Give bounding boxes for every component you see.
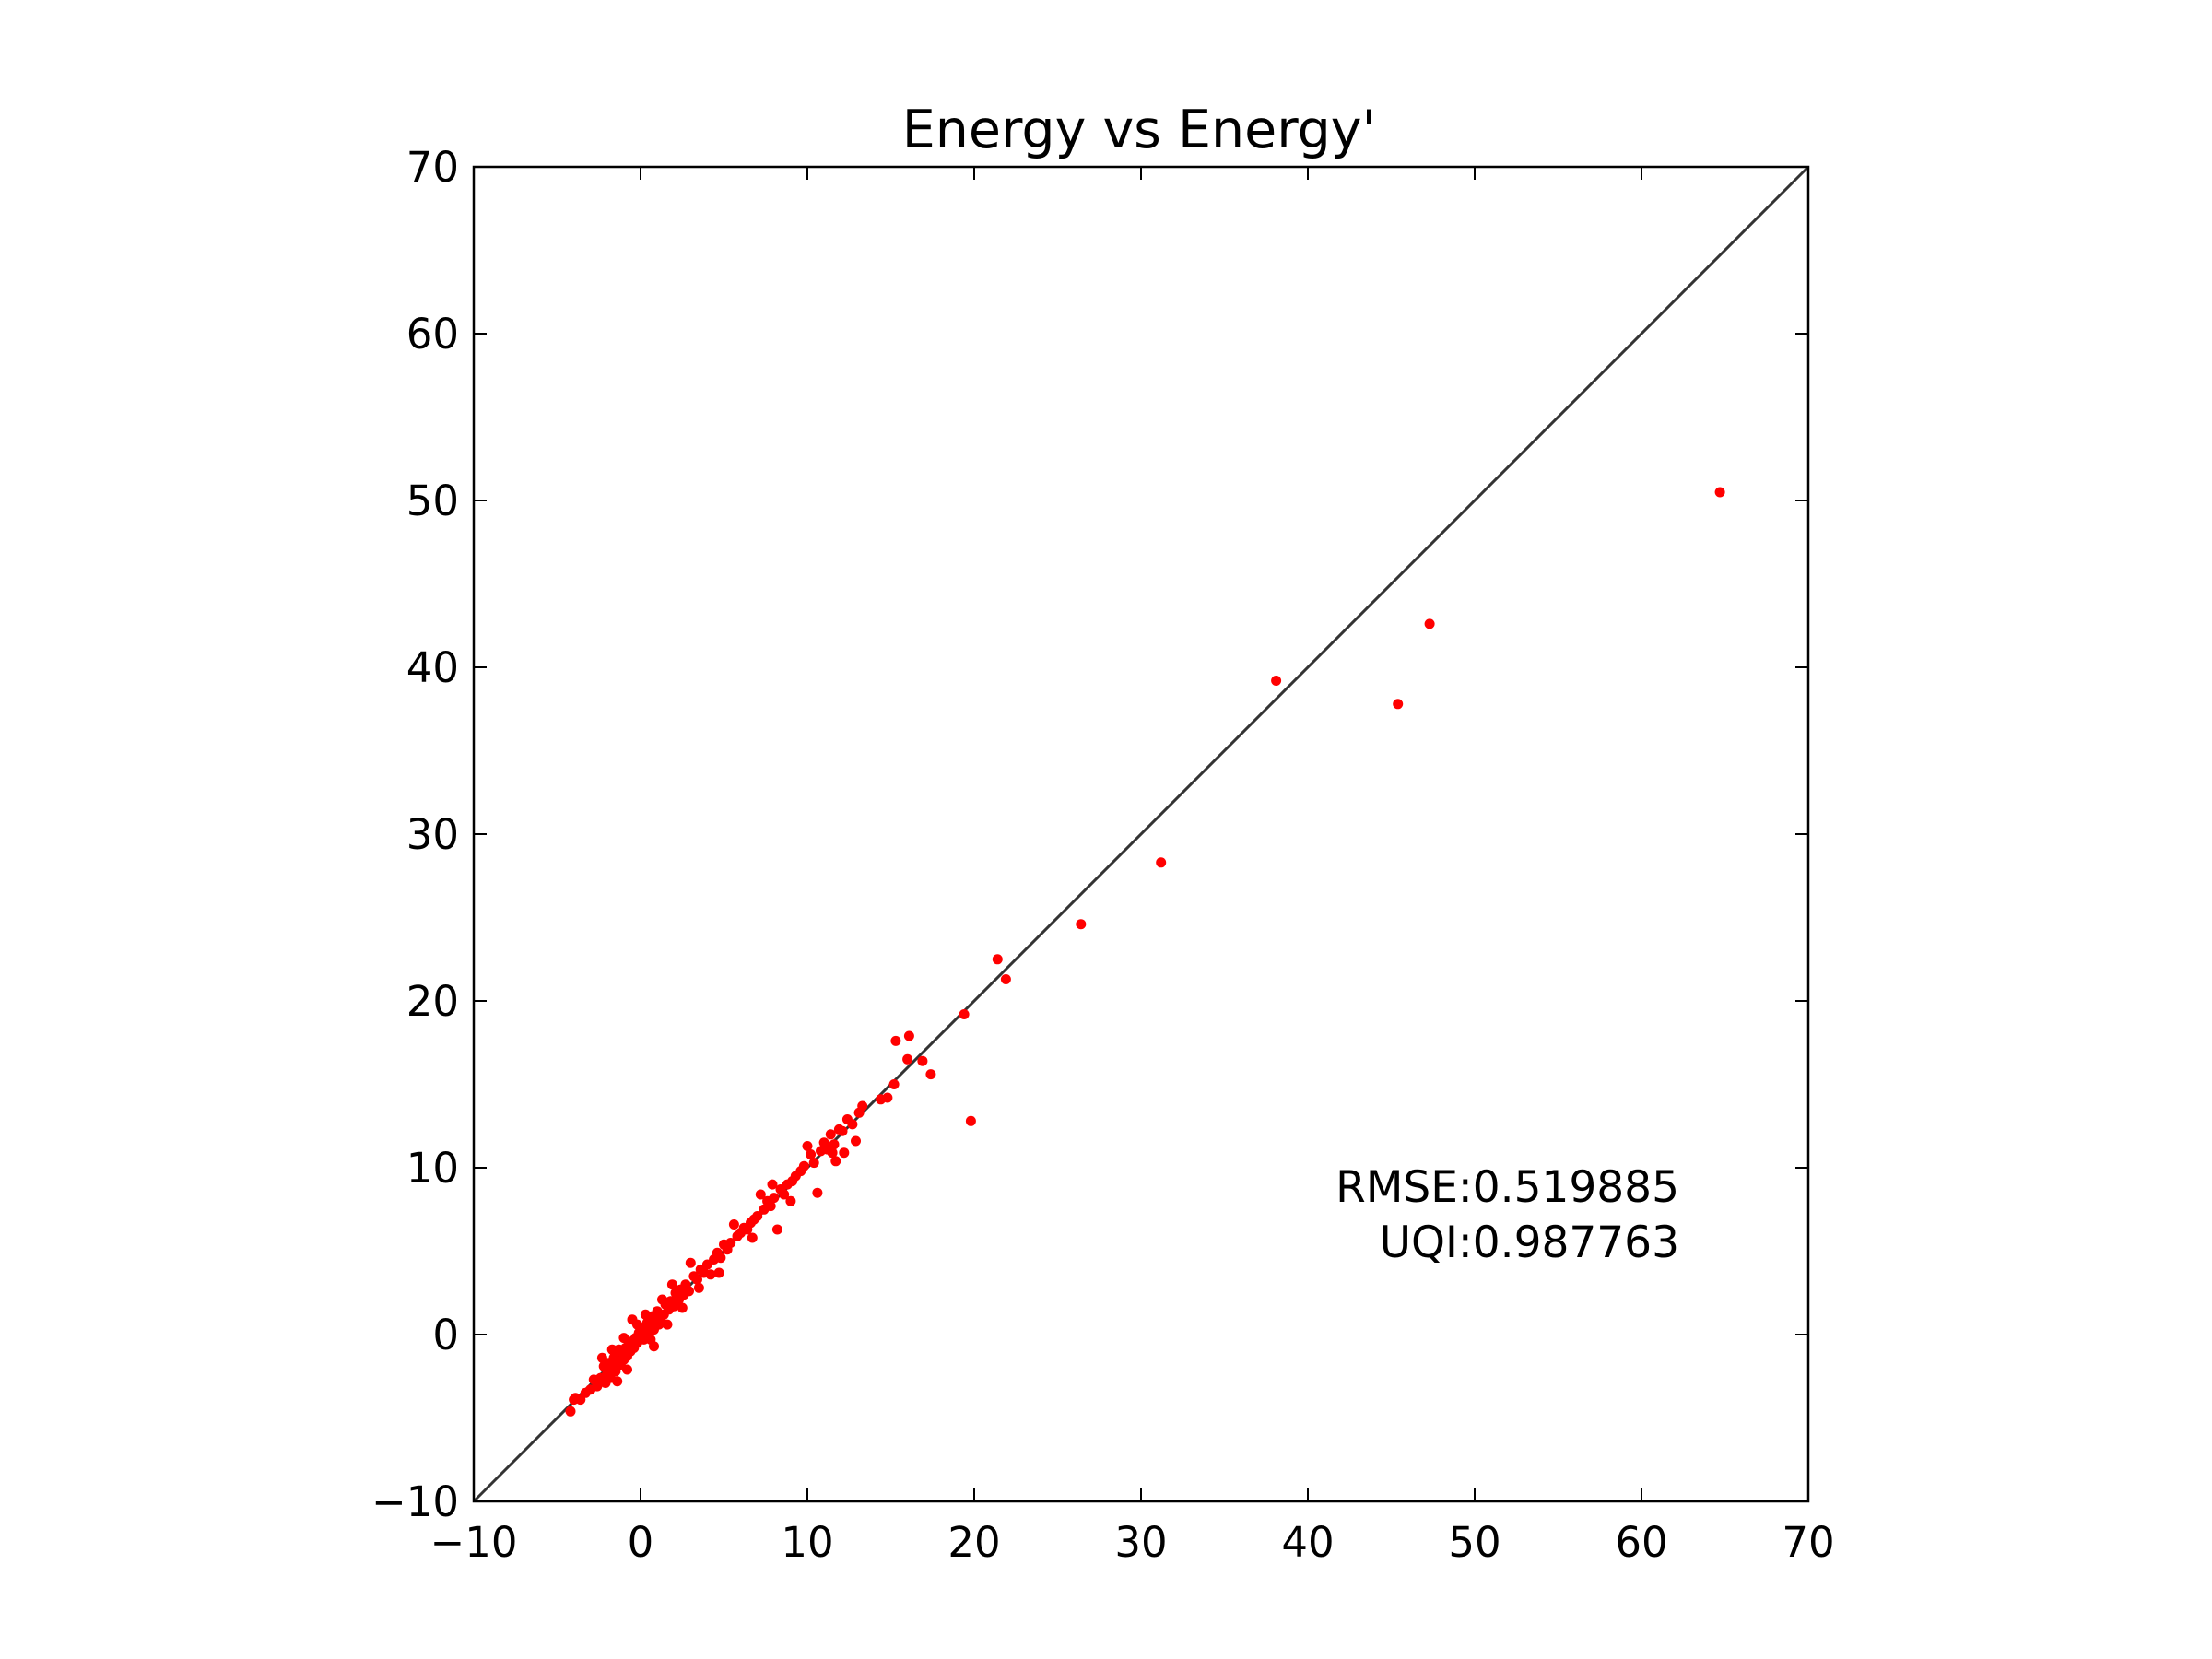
data-point xyxy=(565,1406,576,1417)
data-point xyxy=(903,1030,914,1041)
data-point xyxy=(747,1232,758,1243)
x-tick-label: 40 xyxy=(1281,1518,1334,1567)
x-tick-label: 30 xyxy=(1114,1518,1167,1567)
data-point xyxy=(685,1257,696,1268)
x-tick-label: 50 xyxy=(1448,1518,1500,1567)
data-point xyxy=(1156,857,1167,868)
data-point xyxy=(728,1219,739,1230)
data-point xyxy=(645,1334,656,1345)
y-tick-label: 10 xyxy=(406,1144,459,1193)
x-tick-label: 20 xyxy=(947,1518,1000,1567)
data-point xyxy=(771,1224,782,1235)
data-point xyxy=(1000,974,1011,984)
data-point xyxy=(622,1364,632,1375)
data-point xyxy=(1076,919,1087,930)
data-point xyxy=(688,1271,700,1282)
data-point xyxy=(839,1147,850,1159)
data-point xyxy=(902,1053,913,1065)
data-point xyxy=(818,1137,830,1148)
data-point xyxy=(719,1239,729,1250)
data-point xyxy=(677,1302,688,1313)
data-point xyxy=(640,1309,651,1320)
data-point xyxy=(853,1107,865,1118)
data-point xyxy=(830,1156,841,1167)
data-point xyxy=(876,1094,887,1105)
y-tick-label: −10 xyxy=(371,1477,459,1526)
y-tick-label: 70 xyxy=(406,143,459,192)
x-tick-label: 60 xyxy=(1615,1518,1667,1567)
data-point xyxy=(890,1035,901,1046)
y-tick-label: 40 xyxy=(406,643,459,692)
data-point xyxy=(693,1282,704,1293)
data-point xyxy=(1271,676,1282,686)
data-point xyxy=(775,1184,786,1194)
data-point xyxy=(888,1079,900,1089)
data-point xyxy=(657,1294,667,1305)
data-point xyxy=(833,1124,844,1135)
rmse-annotation: RMSE:0.519885 xyxy=(1335,1162,1679,1213)
data-point xyxy=(596,1352,607,1363)
data-point xyxy=(762,1195,773,1206)
data-point xyxy=(806,1149,817,1159)
data-point xyxy=(732,1230,743,1241)
data-point xyxy=(841,1114,853,1124)
chart-title: Energy vs Energy' xyxy=(902,100,1376,160)
plot-area: −10 0 10 20 30 40 50 60 70 −10 0 10 20 30 40 50 60 70 xyxy=(371,143,1835,1567)
data-point xyxy=(816,1146,826,1157)
data-point xyxy=(612,1376,623,1387)
y-tick-label: 30 xyxy=(406,810,459,859)
x-tick-label: 10 xyxy=(781,1518,833,1567)
data-point xyxy=(713,1267,724,1278)
data-point xyxy=(618,1333,629,1344)
data-point xyxy=(598,1360,609,1371)
data-point xyxy=(606,1344,618,1355)
data-point xyxy=(569,1394,580,1406)
x-tick-label: −10 xyxy=(430,1518,518,1567)
data-point xyxy=(825,1129,836,1140)
data-point xyxy=(851,1135,861,1147)
data-point xyxy=(959,1009,970,1019)
data-point xyxy=(808,1158,819,1169)
data-point xyxy=(1393,699,1404,710)
data-point xyxy=(802,1141,813,1151)
y-tick-label: 20 xyxy=(406,977,459,1026)
data-point xyxy=(670,1288,681,1299)
data-point xyxy=(759,1204,770,1215)
data-point xyxy=(1424,618,1435,629)
data-point xyxy=(812,1187,823,1198)
data-point xyxy=(755,1189,766,1200)
x-tick-label: 70 xyxy=(1782,1518,1834,1567)
y-tick-label: 0 xyxy=(432,1311,459,1359)
data-point xyxy=(631,1319,642,1330)
x-tick-label: 0 xyxy=(628,1518,654,1567)
data-point xyxy=(925,1069,936,1080)
data-point xyxy=(992,954,1003,965)
data-point xyxy=(662,1319,673,1330)
data-point xyxy=(965,1115,976,1126)
data-point xyxy=(1714,487,1725,498)
data-point xyxy=(588,1374,599,1385)
data-point xyxy=(917,1055,928,1066)
y-tick-label: 60 xyxy=(406,310,459,359)
data-point xyxy=(666,1279,677,1290)
y-tick-label: 50 xyxy=(406,477,459,525)
uqi-annotation: UQI:0.987763 xyxy=(1380,1218,1679,1268)
data-point xyxy=(785,1195,796,1206)
data-point xyxy=(695,1264,706,1275)
data-point xyxy=(767,1179,778,1190)
